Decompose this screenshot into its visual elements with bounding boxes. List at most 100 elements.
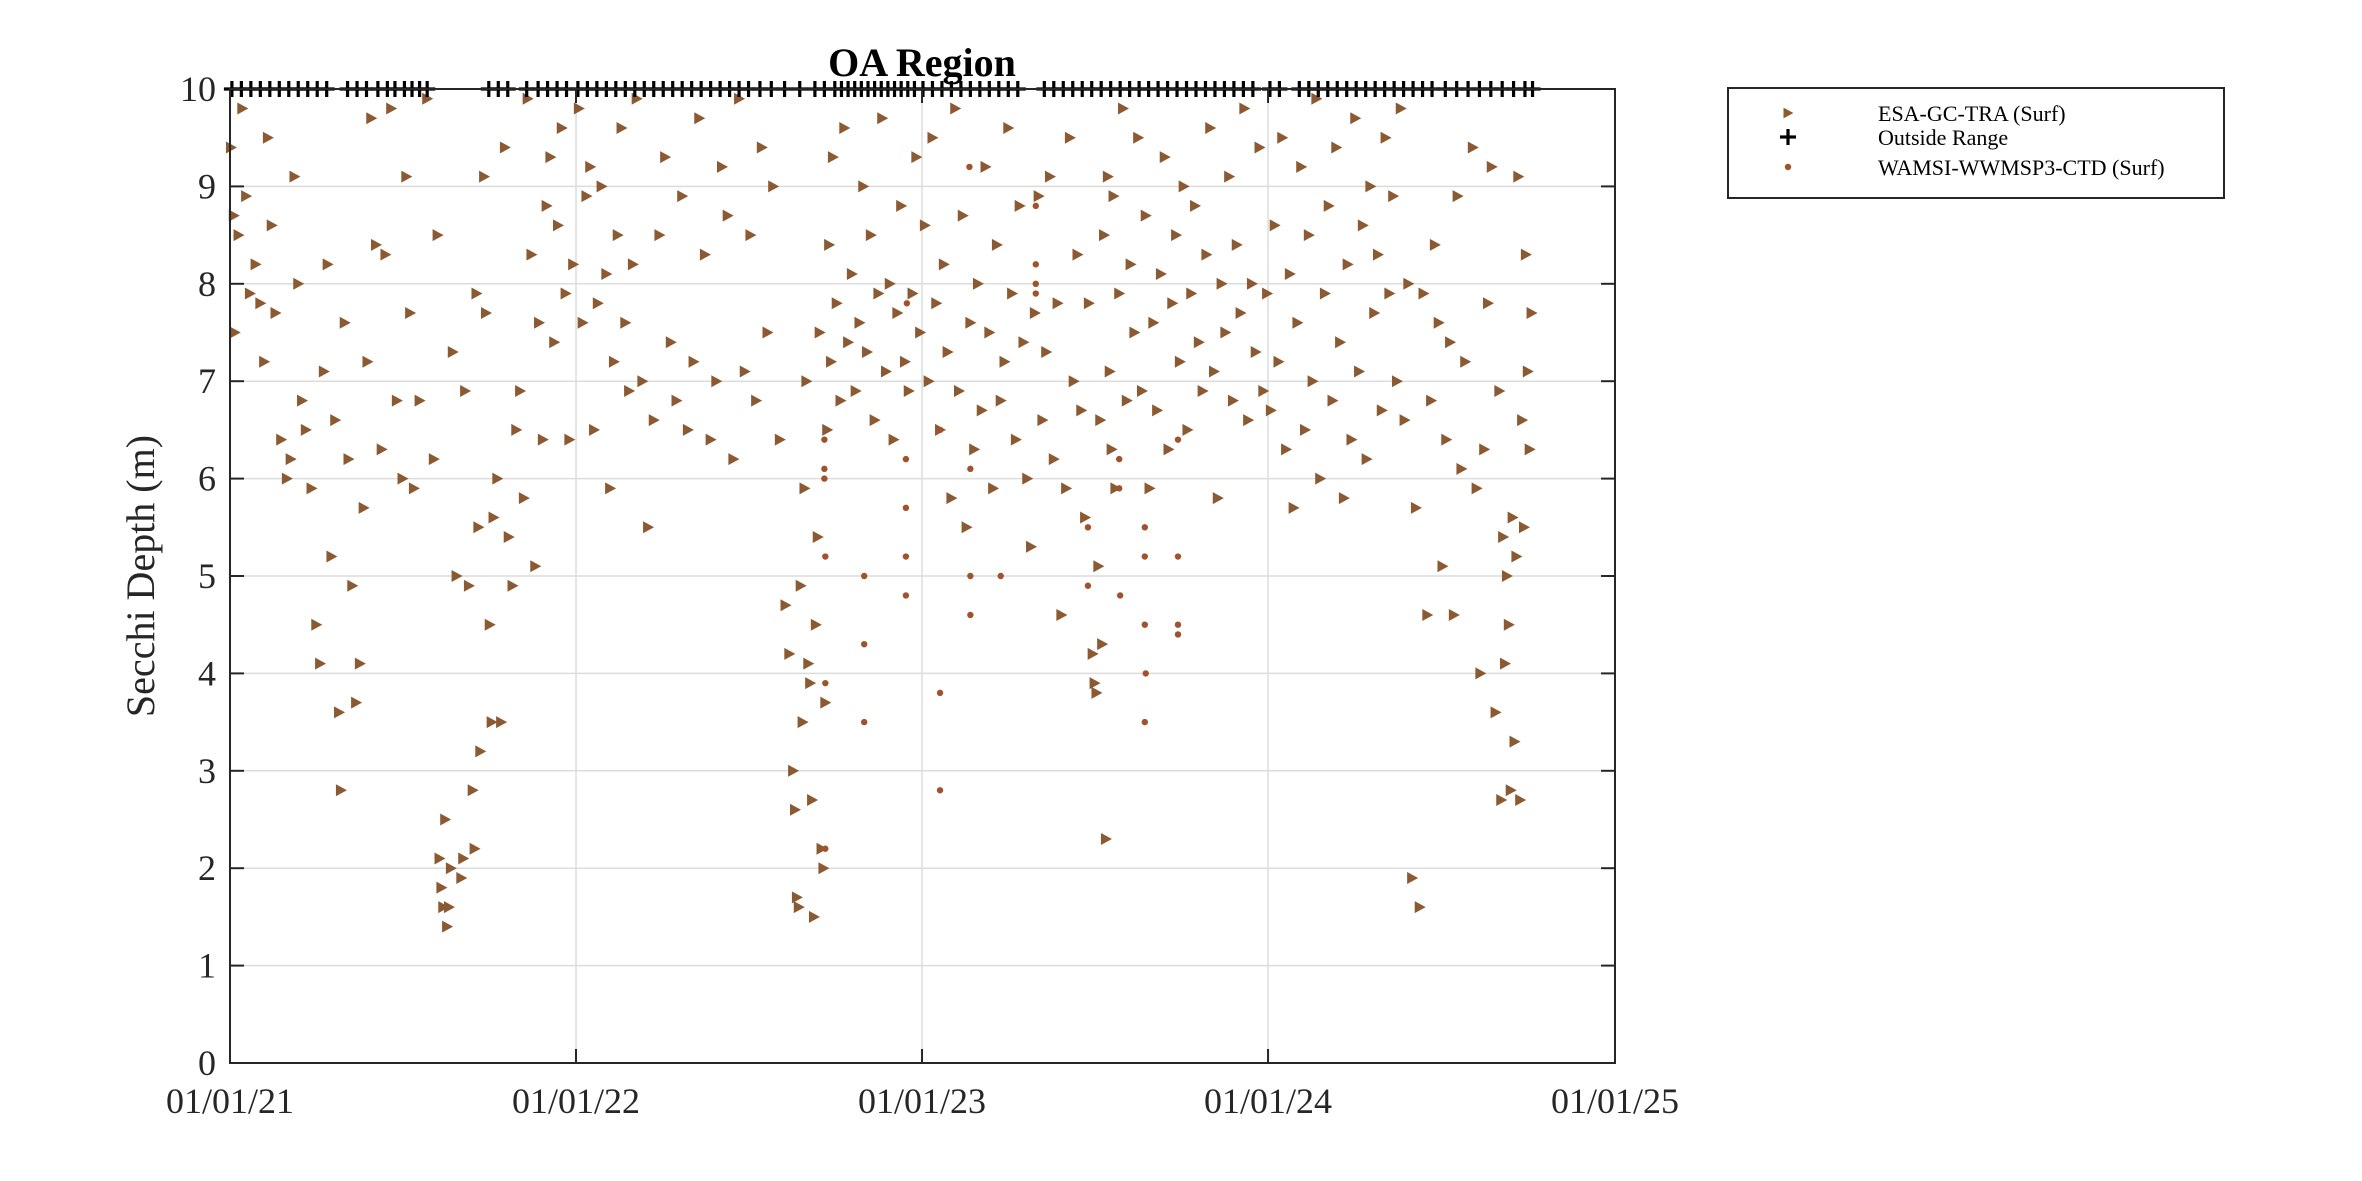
esa-data-point [300,423,312,436]
esa-data-point [503,531,515,544]
esa-data-point [791,891,803,904]
y-tick-label: 8 [198,264,216,304]
esa-data-point [865,229,877,242]
esa-data-point [1426,394,1438,407]
esa-data-point [1152,404,1164,417]
esa-data-point [1357,219,1369,232]
esa-data-point [843,336,855,349]
wamsi-data-point [1032,290,1039,297]
esa-data-point [1501,570,1513,582]
esa-data-point [534,316,546,329]
esa-data-point [1441,433,1453,446]
esa-data-point [688,355,700,368]
esa-data-point [573,102,585,115]
esa-data-point [1373,248,1385,261]
esa-data-point [788,764,800,777]
esa-data-point [1346,433,1358,446]
esa-data-point [627,258,639,271]
legend-marker-3 [1784,163,1792,171]
x-tick-label: 01/01/23 [858,1081,986,1121]
esa-data-point [643,521,655,534]
esa-data-point [326,550,338,563]
esa-data-point [1500,657,1512,670]
esa-data-point [1395,102,1407,115]
esa-data-point [869,414,881,427]
wamsi-data-point [1141,553,1149,560]
esa-data-point [592,297,604,310]
esa-data-point [751,394,763,407]
esa-data-point [306,482,318,495]
esa-data-point [969,443,981,456]
legend-label-3: WAMSI-WWMSP3-CTD (Surf) [1878,155,2165,180]
y-tick-label: 6 [198,459,216,499]
legend-box [1727,87,2225,199]
wamsi-data-point [1084,582,1092,589]
esa-data-point [1102,170,1114,183]
wamsi-data-point [821,475,828,482]
esa-data-point [903,384,915,397]
esa-data-point [339,316,351,329]
esa-data-point [1452,190,1464,203]
esa-data-point [923,375,935,388]
esa-data-point [1076,404,1088,417]
esa-data-point [1273,355,1285,368]
esa-data-point [1277,131,1289,144]
esa-data-point [1093,560,1105,573]
esa-data-point [881,365,893,378]
esa-data-point [445,862,457,875]
esa-data-point [957,209,969,222]
y-tick-label: 5 [198,556,216,596]
esa-data-point [768,180,780,193]
esa-data-point [1471,482,1483,495]
esa-data-point [1422,608,1434,621]
esa-data-point [447,345,459,358]
wamsi-data-point [902,592,910,599]
chart-title: OA Region [828,40,1016,85]
esa-data-point [1182,423,1194,436]
esa-data-point [795,579,807,592]
esa-data-point [1155,268,1167,281]
esa-data-point [577,316,589,329]
esa-data-point [1445,336,1457,349]
wamsi-data-point [1116,455,1123,463]
legend-marker-1 [1783,107,1794,119]
esa-data-point [601,268,613,281]
esa-data-point [884,277,896,290]
esa-data-point [1114,287,1126,300]
esa-data-point [694,112,706,125]
esa-data-point [1437,560,1449,573]
esa-data-point [1159,151,1171,164]
esa-data-point [1479,443,1491,456]
esa-data-point [311,618,323,631]
esa-data-point [1052,297,1064,310]
esa-data-point [1117,102,1129,115]
esa-data-point [1048,453,1060,466]
esa-data-point [237,102,249,115]
esa-data-point [511,423,523,436]
wamsi-data-point [967,572,974,580]
esa-data-point [366,112,378,125]
esa-data-point [780,599,792,612]
esa-data-point [1323,199,1335,212]
esa-data-point [1197,384,1209,397]
esa-data-point [1331,141,1343,154]
legend: ESA-GC-TRA (Surf)Outside Range WAMSI-WWMS… [1727,87,2225,199]
esa-data-point [1091,686,1103,699]
esa-data-point [711,375,723,388]
esa-data-point [1212,492,1224,505]
esa-data-point [1167,297,1179,310]
esa-data-point [553,219,565,232]
esa-data-point [1269,219,1281,232]
legend-label-2: Outside Range [1878,125,2008,150]
esa-data-point [717,160,729,173]
esa-data-point [401,170,413,183]
esa-data-point [808,910,820,923]
esa-data-point [797,716,809,729]
x-tick-label: 01/01/24 [1204,1081,1332,1121]
esa-data-point [1254,141,1266,154]
esa-data-point [347,579,359,592]
wamsi-data-point [1116,592,1124,599]
esa-data-point [1026,540,1038,553]
esa-data-point [376,443,388,456]
esa-data-point [620,316,632,329]
